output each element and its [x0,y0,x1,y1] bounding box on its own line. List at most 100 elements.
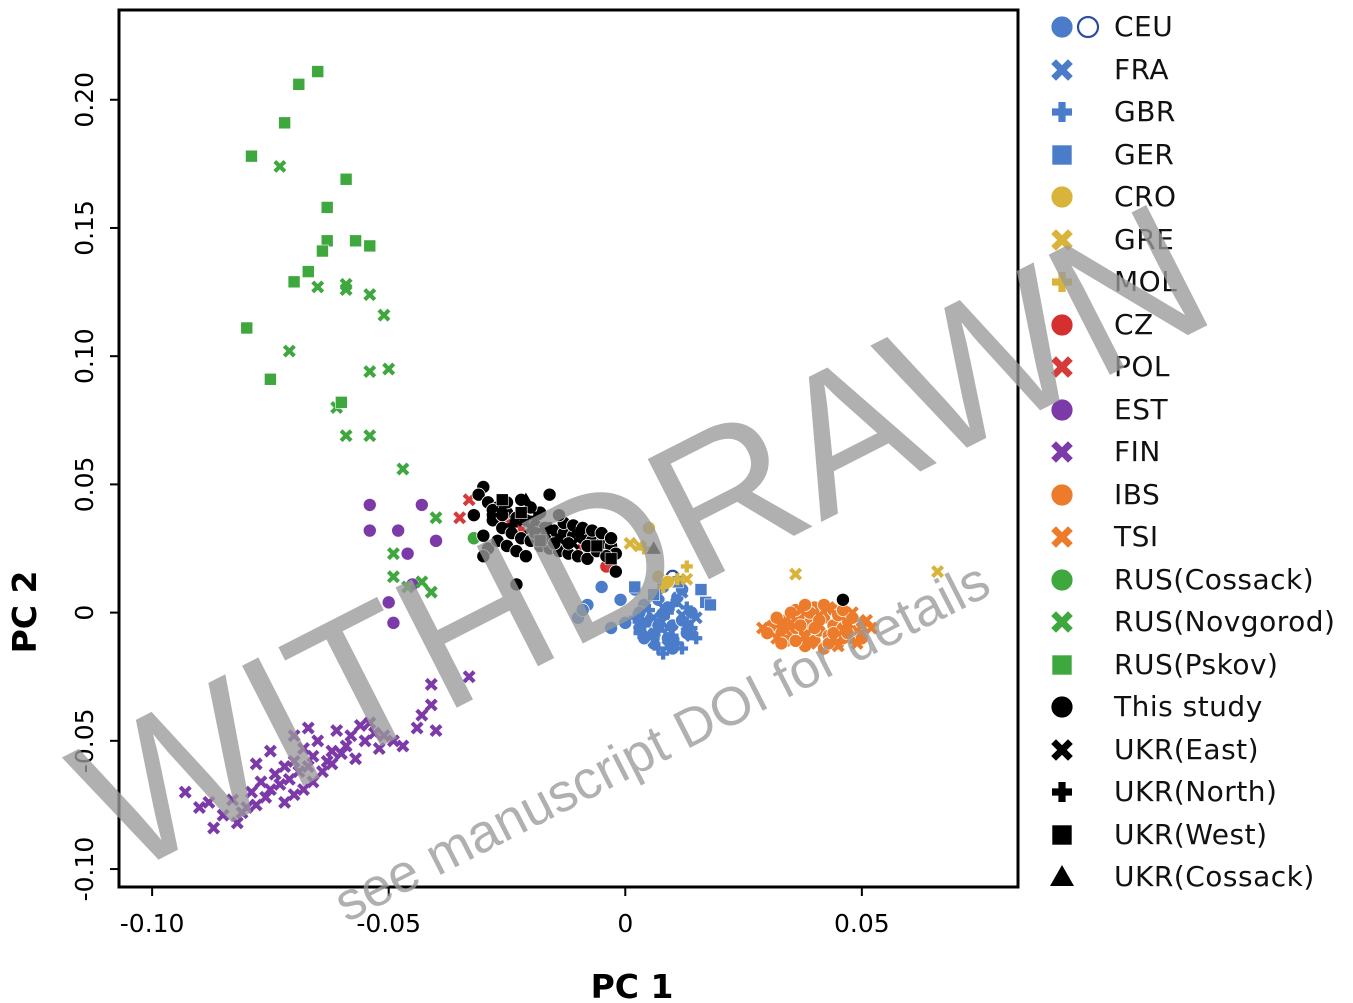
point-rus-novgorod-x [377,308,391,322]
point-rus-novgorod-x [424,585,438,599]
legend-label: RUS(Cossack) [1114,562,1315,596]
point-gbr-plus [690,632,703,645]
y-tick-label: 0.20 [70,72,99,128]
x-tick-label: -0.05 [356,909,421,938]
x-axis-ticks: -0.10 -0.05 0 0.05 [120,887,890,938]
point-this-study-circle [608,564,623,579]
legend-marker [1051,58,1073,81]
point-gbr-plus [642,604,655,617]
legend-item-mol: MOL [1040,261,1350,304]
legend-label: POL [1114,350,1171,383]
point-tsi-x [774,616,788,630]
legend-marker-circle [1050,15,1074,39]
legend-label: IBS [1114,477,1161,511]
legend-label: RUS(Novgorod) [1114,605,1336,638]
legend-marker-x [1051,356,1073,378]
point-tsi-x [845,606,859,620]
legend-marker [1050,568,1074,591]
point-rus-novgorod-x [386,547,400,561]
point-gbr-plus [676,642,689,655]
legend-item-ger: GER [1040,134,1350,177]
legend-label: CEU [1114,10,1174,43]
point-rus-pskov-square [245,149,258,163]
y-axis-label: PC 2 [5,571,44,654]
point-tsi-x [779,624,793,638]
x-axis-label: PC 1 [591,967,674,1003]
legend-marker-x [1051,738,1073,761]
point-ukr-west-square [533,534,547,548]
legend-item-tsi: TSI [1040,516,1350,559]
legend-item-ibs: IBS [1040,474,1350,517]
point-fin-x [415,708,429,722]
legend-marker [1052,102,1072,122]
legend-marker [1051,824,1073,845]
point-fin-x [325,744,339,758]
legend-label: FIN [1114,435,1161,468]
x-tick-label: 0 [617,909,633,938]
point-tsi-x [841,616,855,630]
point-fin-x [424,698,438,712]
point-rus-pskov-square [339,172,353,186]
point-rus-pskov-square [316,244,329,258]
point-fin-x [377,729,391,743]
legend-marker [1051,654,1073,675]
point-fin-x [207,821,221,835]
point-fin-x [245,785,258,799]
legend-marker-x [1051,228,1073,251]
point-rus-pskov-square [320,201,334,214]
point-ukr-north-plus [505,519,518,532]
legend-label: GBR [1114,95,1176,128]
legend-label: RUS(Pskov) [1114,647,1279,681]
point-rus-novgorod-x [386,570,400,584]
point-fin-x [334,747,348,761]
point-ukr-west-square [514,506,528,519]
legend-marker [1051,228,1073,251]
point-this-study-circle [835,592,850,607]
point-ukr-west-square [590,539,604,553]
point-ceu-circle [594,579,609,594]
legend-item-rus-pskov: RUS(Pskov) [1040,644,1350,687]
point-tsi-x [831,639,845,653]
legend-label: GER [1114,137,1175,171]
legend-item-ukr-north: UKR(North) [1040,771,1350,814]
legend-marker [1051,611,1073,633]
point-fin-x [462,670,476,684]
point-fin-x [249,757,263,771]
point-fin-x [230,816,244,830]
point-this-study-circle [542,487,557,502]
point-this-study-circle [552,508,567,523]
point-fin-x [192,801,206,814]
legend-marker-circle [1050,313,1074,336]
legend-marker-triangle [1050,865,1074,886]
point-rus-novgorod-x [273,159,287,173]
point-mol-plus [680,560,693,573]
point-fin-x [287,729,301,743]
point-ceu-circle [604,621,619,636]
point-cro-circle [641,520,656,535]
point-tsi-x [855,626,869,640]
point-est-circle [391,523,406,538]
y-tick-label: 0 [70,605,99,621]
point-fin-x [325,757,339,771]
point-rus-novgorod-x [382,362,396,376]
point-fin-x [292,765,306,779]
point-rus-pskov-square [335,396,348,409]
point-fin-x [202,795,216,809]
point-tsi-x [803,636,817,650]
point-this-study-circle [476,528,491,543]
legend-marker-square [1051,144,1073,165]
point-ceu-circle [618,615,633,630]
point-fin-x [410,721,424,735]
y-tick-label: 0.15 [70,200,99,256]
point-tsi-x [826,631,840,645]
legend-marker-square [1051,654,1073,675]
point-fin-x [226,793,240,807]
point-rus-pskov-square [349,234,362,248]
legend-item-rus-cossack: RUS(Cossack) [1040,559,1350,602]
point-ukr-north-plus [529,511,542,524]
point-gbr-plus [680,601,693,614]
point-fin-x [259,790,273,804]
y-tick-label: 0.10 [70,328,99,384]
point-this-study-circle [466,508,481,523]
point-fin-x [273,777,287,791]
